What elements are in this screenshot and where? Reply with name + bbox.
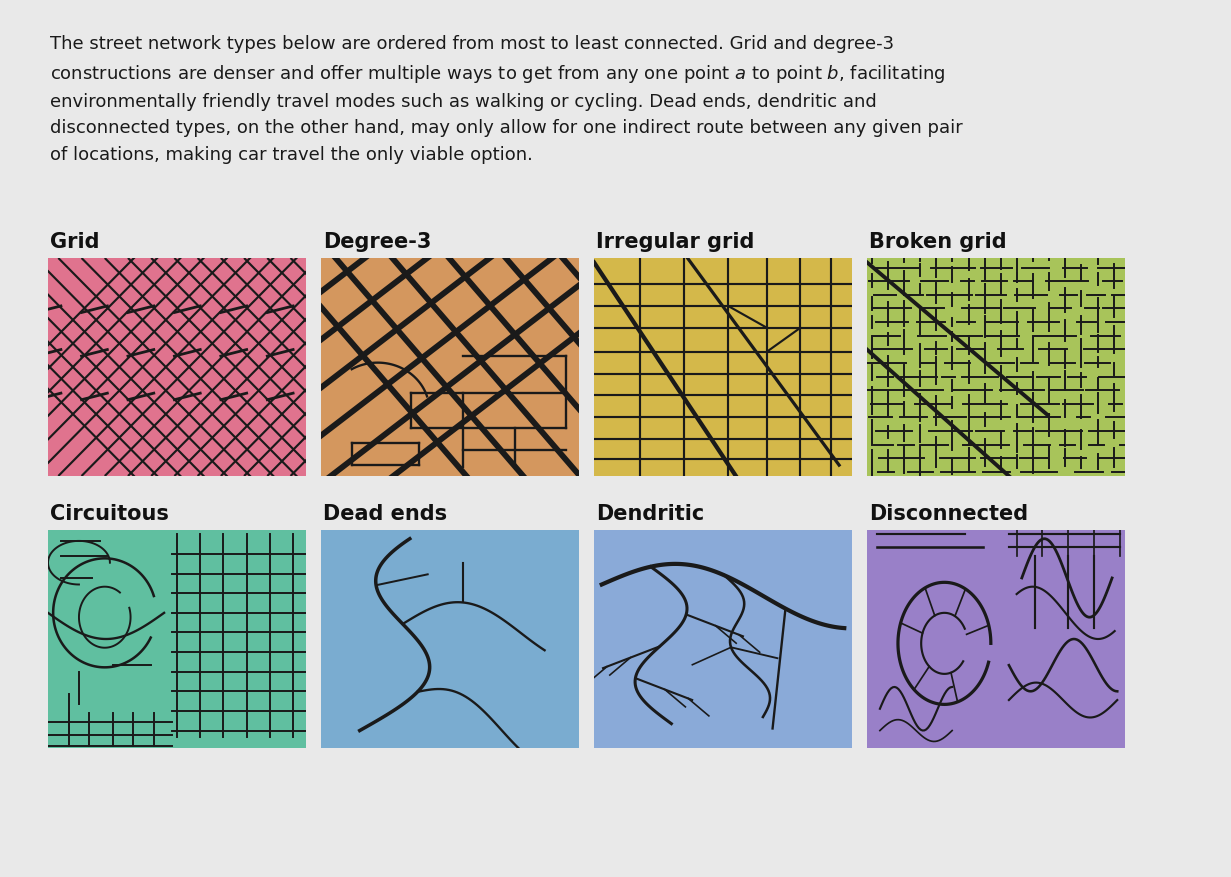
Text: Broken grid: Broken grid xyxy=(869,232,1007,252)
Text: Disconnected: Disconnected xyxy=(869,504,1028,524)
Text: Irregular grid: Irregular grid xyxy=(596,232,755,252)
Text: Grid: Grid xyxy=(50,232,100,252)
Text: Dead ends: Dead ends xyxy=(323,504,447,524)
Text: Circuitous: Circuitous xyxy=(50,504,169,524)
Text: Dendritic: Dendritic xyxy=(596,504,704,524)
Text: The street network types below are ordered from most to least connected. Grid an: The street network types below are order… xyxy=(50,35,963,164)
Text: Degree-3: Degree-3 xyxy=(323,232,431,252)
